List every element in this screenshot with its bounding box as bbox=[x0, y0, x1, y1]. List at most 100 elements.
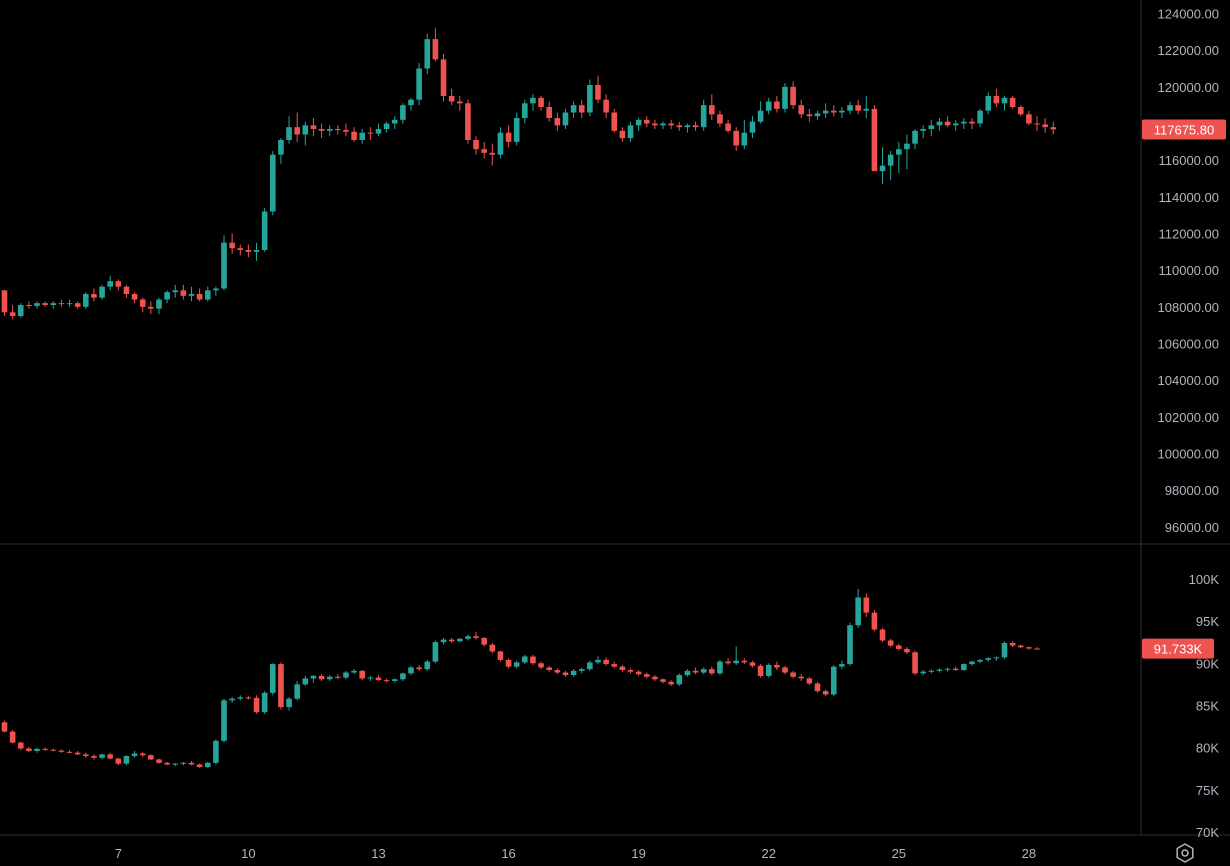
price-candle bbox=[188, 286, 195, 302]
indicator-candle bbox=[42, 747, 48, 751]
price-candle bbox=[91, 288, 97, 302]
price-candle bbox=[1, 290, 8, 316]
price-candle bbox=[538, 96, 544, 111]
price-candle bbox=[961, 118, 967, 129]
indicator-candle bbox=[692, 667, 699, 675]
indicator-candle bbox=[562, 670, 569, 677]
price-candle bbox=[237, 244, 244, 256]
indicator-candle bbox=[261, 691, 268, 714]
price-candle bbox=[481, 141, 487, 159]
price-candle bbox=[269, 151, 276, 216]
indicator-candle bbox=[717, 659, 723, 676]
indicator-candle bbox=[814, 681, 821, 693]
indicator-candle bbox=[99, 753, 105, 760]
price-candle bbox=[847, 101, 853, 115]
indicator-candle bbox=[603, 657, 609, 666]
price-candle bbox=[936, 118, 943, 131]
price-candle bbox=[66, 299, 73, 307]
price-candle bbox=[1017, 105, 1024, 117]
time-axis-tick: 25 bbox=[892, 846, 906, 861]
main-price-axis[interactable]: 124000.00122000.00120000.00118000.001160… bbox=[1142, 7, 1226, 535]
price-candle bbox=[424, 33, 431, 74]
indicator-candle bbox=[985, 657, 992, 662]
time-axis[interactable]: 7 10 13 16 19 22 25 28 bbox=[115, 846, 1036, 861]
price-candle bbox=[879, 147, 886, 184]
price-candle bbox=[871, 105, 878, 172]
indicator-candle bbox=[188, 761, 195, 766]
price-candle bbox=[822, 103, 829, 118]
price-candle bbox=[408, 97, 414, 111]
price-candle bbox=[513, 112, 520, 146]
indicator-candle bbox=[448, 637, 455, 643]
indicator-candle bbox=[700, 667, 707, 675]
indicator-candle bbox=[115, 757, 122, 766]
indicator-candle bbox=[310, 675, 317, 683]
indicator-candle bbox=[416, 664, 422, 671]
indicator-candle bbox=[782, 665, 788, 675]
indicator-candle bbox=[578, 667, 585, 674]
indicator-axis-tick: 100K bbox=[1189, 572, 1220, 587]
price-candle bbox=[830, 105, 837, 117]
indicator-candle bbox=[139, 751, 146, 757]
price-candle bbox=[1001, 96, 1008, 111]
indicator-candle bbox=[887, 638, 894, 648]
price-candle bbox=[42, 301, 48, 307]
price-candle bbox=[34, 301, 40, 309]
indicator-candle bbox=[538, 661, 544, 670]
price-candle bbox=[790, 81, 796, 109]
indicator-candle bbox=[863, 593, 870, 617]
price-candle bbox=[456, 96, 463, 111]
indicator-candle bbox=[611, 661, 618, 669]
price-candle bbox=[595, 75, 601, 104]
indicator-candle bbox=[66, 750, 73, 754]
indicator-candle bbox=[123, 755, 130, 766]
indicator-candle bbox=[74, 751, 81, 756]
indicator-axis[interactable]: 100K 95K 90K 85K 80K 75K 70K 91.733K bbox=[1142, 572, 1219, 840]
price-candle bbox=[221, 235, 227, 291]
indicator-candle bbox=[749, 660, 756, 668]
indicator-candle bbox=[221, 698, 227, 743]
price-candle bbox=[749, 116, 756, 139]
indicator-last-value-tag: 91.733K bbox=[1142, 638, 1214, 659]
indicator-candle bbox=[643, 672, 650, 679]
price-axis-tick: 104000.00 bbox=[1158, 373, 1219, 388]
indicator-candle bbox=[587, 660, 593, 671]
price-candle bbox=[855, 99, 861, 115]
indicator-candle bbox=[473, 632, 479, 640]
price-candle bbox=[1042, 118, 1048, 133]
indicator-candle bbox=[237, 695, 244, 701]
price-candle bbox=[806, 108, 813, 122]
indicator-candle bbox=[58, 749, 65, 753]
indicator-candle bbox=[497, 650, 504, 662]
price-candle bbox=[887, 151, 894, 181]
price-candle bbox=[204, 286, 211, 302]
price-candle bbox=[229, 233, 235, 254]
indicator-candle bbox=[806, 676, 813, 686]
price-axis-tick: 116000.00 bbox=[1159, 153, 1220, 168]
svg-text:91.733K: 91.733K bbox=[1154, 642, 1203, 657]
price-candle bbox=[619, 127, 626, 142]
time-axis-tick: 7 bbox=[115, 846, 122, 861]
indicator-axis-tick: 80K bbox=[1196, 741, 1219, 756]
indicator-candle bbox=[375, 675, 382, 681]
indicator-candle bbox=[725, 658, 731, 665]
indicator-axis-tick: 85K bbox=[1196, 698, 1219, 713]
indicator-candle bbox=[172, 762, 179, 767]
price-candle bbox=[741, 119, 748, 150]
indicator-candle bbox=[131, 751, 138, 758]
indicator-candle bbox=[871, 610, 878, 632]
indicator-candle bbox=[456, 637, 463, 643]
indicator-candle bbox=[213, 739, 219, 765]
gear-icon[interactable] bbox=[1173, 841, 1197, 865]
price-candle bbox=[278, 138, 284, 164]
indicator-candle bbox=[440, 637, 447, 645]
price-candle bbox=[497, 127, 504, 159]
indicator-candle bbox=[326, 675, 333, 681]
price-candle bbox=[107, 275, 113, 291]
price-candle bbox=[253, 242, 260, 261]
price-candle bbox=[798, 99, 805, 118]
price-candle bbox=[652, 119, 658, 129]
price-axis-tick: 108000.00 bbox=[1158, 300, 1219, 315]
